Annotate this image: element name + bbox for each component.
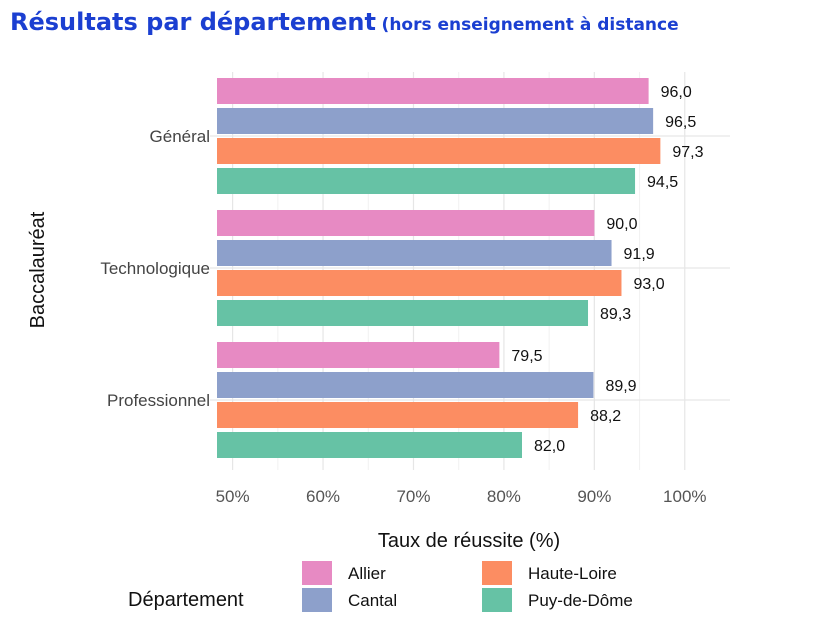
data-label: 96,0 — [661, 84, 692, 101]
x-tick-label: 60% — [306, 487, 340, 506]
bar-haute-loire — [217, 138, 661, 164]
category-label: Professionnel — [107, 391, 210, 410]
legend-label: Puy-de-Dôme — [528, 591, 633, 610]
data-label: 91,9 — [624, 246, 655, 263]
value-labels-group: 96,0 96,5 97,3 94,5 90,0 91,9 93,089,3 79,5 89,9… — [511, 84, 703, 455]
category-label: Technologique — [100, 259, 210, 278]
x-tick-labels-group: 50% 60% 70% 80% 90% 100% — [216, 487, 707, 506]
data-label: 97,3 — [672, 144, 703, 161]
bar-cantal — [217, 108, 654, 134]
bar-cantal — [217, 372, 594, 398]
x-tick-label: 90% — [577, 487, 611, 506]
x-tick-label: 80% — [487, 487, 521, 506]
data-label: 79,5 — [511, 348, 542, 365]
legend-label: Allier — [348, 564, 386, 583]
data-label: 90,0 — [606, 216, 637, 233]
bar-haute-loire — [217, 270, 622, 296]
data-label: 89,9 — [605, 378, 636, 395]
bars-group — [217, 78, 661, 458]
category-labels-group: Général Technologique Professionnel — [100, 127, 210, 410]
data-label: 82,0 — [534, 438, 565, 455]
x-tick-label: 100% — [663, 487, 706, 506]
data-label: 93,0 — [633, 276, 664, 293]
legend-swatch — [302, 561, 332, 585]
data-label: 88,2 — [590, 408, 621, 425]
bar-allier — [217, 210, 595, 236]
x-tick-label: 70% — [396, 487, 430, 506]
legend-swatch — [482, 561, 512, 585]
legend-swatch — [302, 588, 332, 612]
legend: Allier Cantal Haute-Loire Puy-de-Dôme — [302, 561, 633, 612]
bar-cantal — [217, 240, 612, 266]
bar-allier — [217, 342, 500, 368]
bar-allier — [217, 78, 649, 104]
chart-title-block: Résultats par département (hors enseigne… — [10, 8, 679, 36]
bar-puy-de-d-me — [217, 432, 522, 458]
legend-label: Haute-Loire — [528, 564, 617, 583]
x-tick-label: 50% — [216, 487, 250, 506]
bar-puy-de-d-me — [217, 168, 636, 194]
legend-title: Département — [128, 589, 244, 611]
bar-haute-loire — [217, 402, 579, 428]
bar-puy-de-d-me — [217, 300, 589, 326]
data-label: 89,3 — [600, 306, 631, 323]
data-label: 94,5 — [647, 174, 678, 191]
legend-label: Cantal — [348, 591, 397, 610]
x-axis-title: Taux de réussite (%) — [378, 530, 560, 552]
chart-subtitle: (hors enseignement à distance — [381, 15, 679, 35]
chart-title: Résultats par département — [10, 8, 376, 36]
legend-swatch — [482, 588, 512, 612]
data-label: 96,5 — [665, 114, 696, 131]
category-label: Général — [150, 127, 210, 146]
y-axis-title: Baccalauréat — [27, 211, 49, 328]
